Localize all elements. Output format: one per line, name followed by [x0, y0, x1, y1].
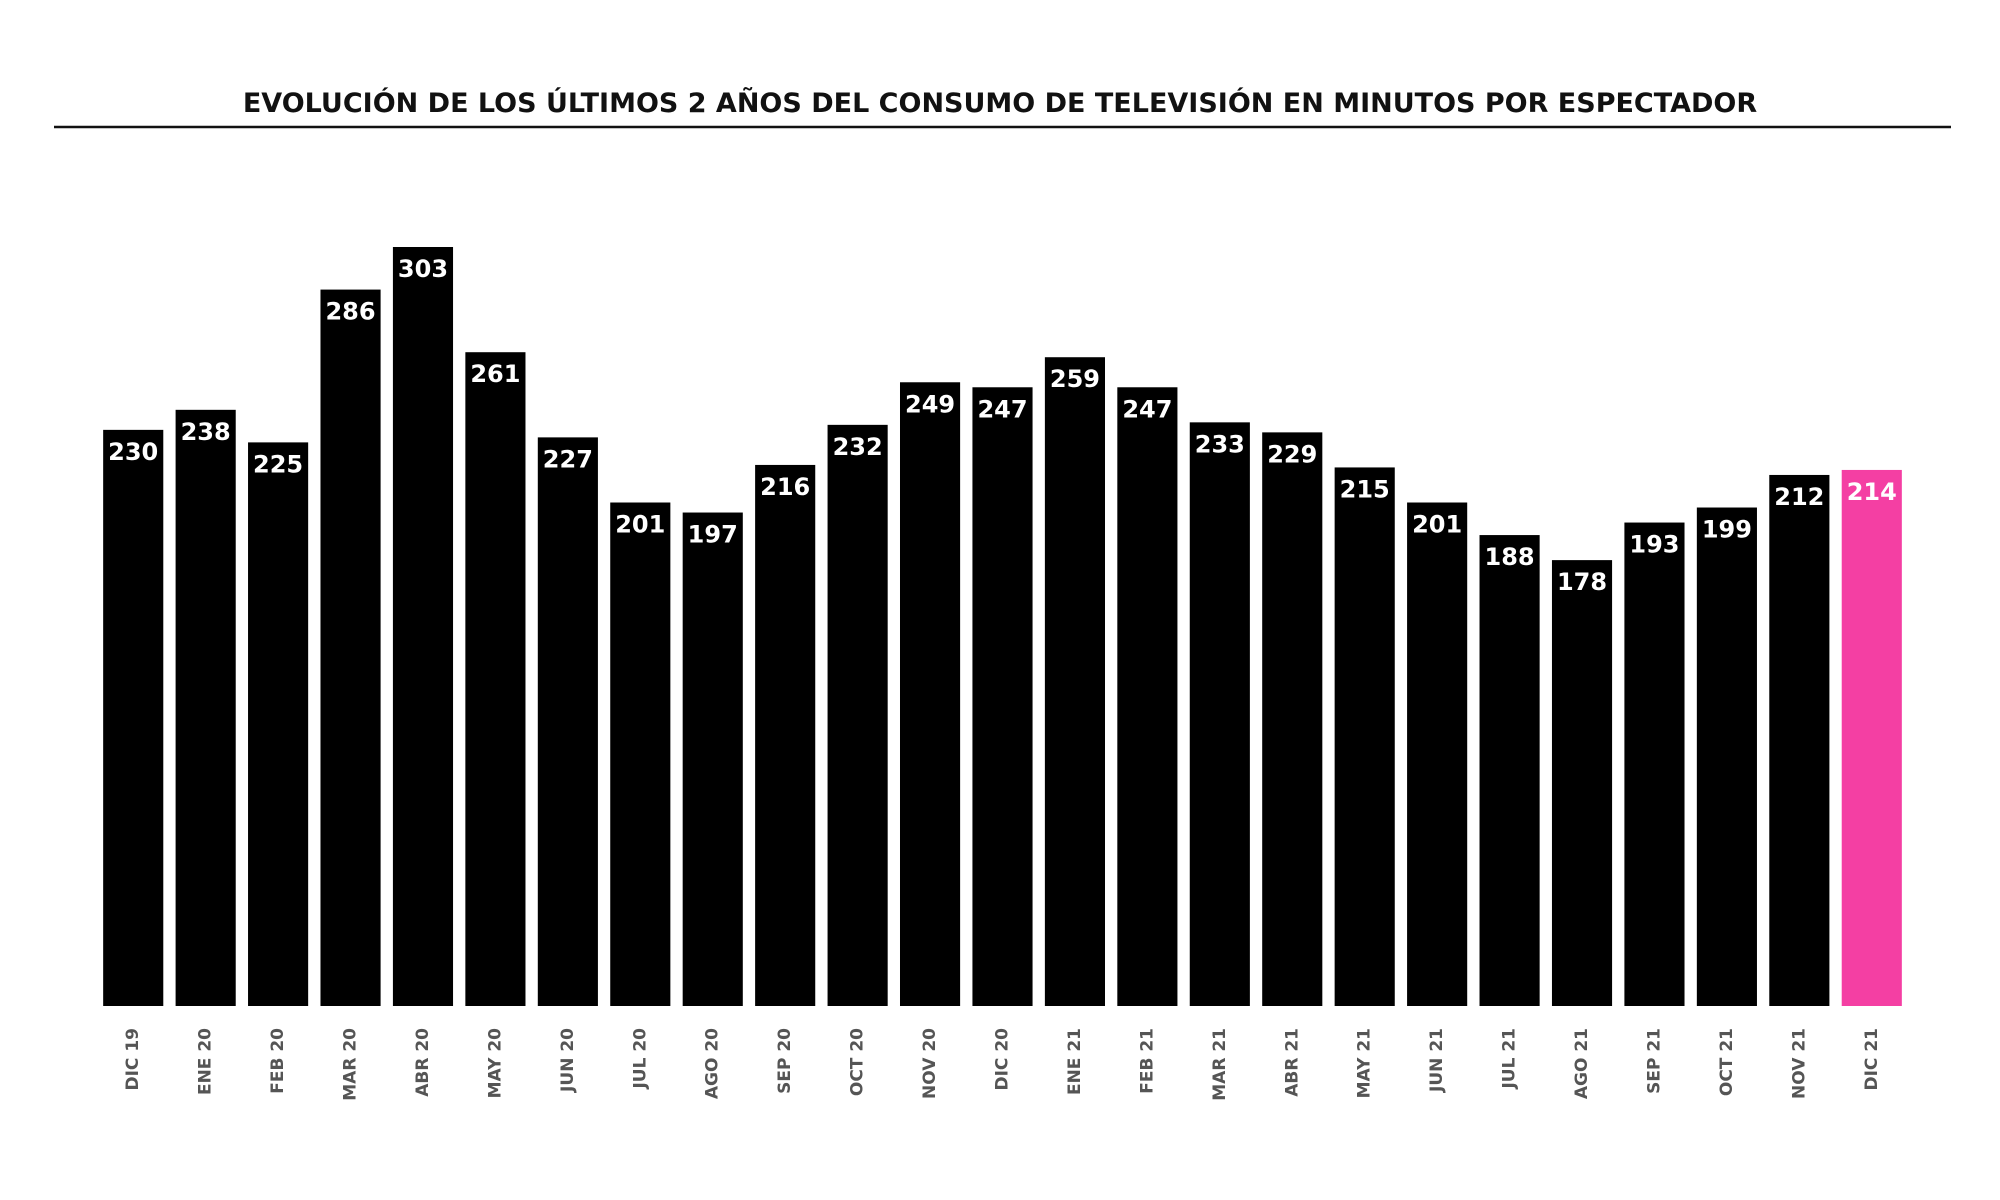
- bar: [1551, 560, 1613, 1006]
- x-tick-label: OCT 20: [848, 1028, 868, 1096]
- bar: [1479, 535, 1540, 1006]
- value-label: 212: [1774, 483, 1824, 511]
- chart-title: EVOLUCIÓN DE LOS ÚLTIMOS 2 AÑOS DEL CONS…: [243, 87, 1757, 119]
- bar: [175, 409, 236, 1006]
- bar: [320, 289, 381, 1006]
- x-tick-label: NOV 21: [1789, 1028, 1809, 1099]
- x-tick-label: JUL 20: [630, 1028, 650, 1090]
- value-label: 193: [1629, 531, 1679, 559]
- bar: [537, 437, 598, 1007]
- x-tick-label: NOV 20: [920, 1028, 940, 1099]
- x-tick-label: SEP 20: [775, 1028, 795, 1094]
- x-tick-label: DIC 20: [993, 1028, 1013, 1091]
- bar: [1262, 432, 1323, 1006]
- x-tick-label: ABR 21: [1282, 1028, 1302, 1097]
- value-label: 188: [1485, 543, 1535, 571]
- value-label: 303: [398, 255, 448, 283]
- x-tick-label: MAY 20: [485, 1028, 505, 1099]
- bar: [465, 352, 526, 1007]
- bar: [827, 424, 888, 1007]
- value-label: 214: [1847, 478, 1897, 506]
- bar: [1334, 467, 1395, 1006]
- value-label: 201: [615, 511, 665, 539]
- value-label: 249: [905, 390, 955, 418]
- x-tick-label: JUN 20: [558, 1028, 578, 1093]
- value-label: 178: [1557, 568, 1607, 596]
- value-label: 229: [1267, 440, 1317, 468]
- x-tick-label: FEB 20: [268, 1028, 288, 1094]
- bar: [682, 512, 743, 1006]
- bar: [1407, 502, 1468, 1006]
- x-tick-label: AGO 20: [703, 1028, 723, 1099]
- value-label: 286: [325, 298, 375, 326]
- x-tick-label: JUL 21: [1500, 1028, 1520, 1090]
- value-label: 215: [1340, 475, 1390, 503]
- value-label: 216: [760, 473, 810, 501]
- value-label: 259: [1050, 365, 1100, 393]
- x-tick-label: MAR 21: [1210, 1028, 1230, 1101]
- value-label: 247: [977, 395, 1027, 423]
- bar: [1624, 522, 1685, 1006]
- x-tick-label: DIC 19: [123, 1028, 143, 1091]
- x-tick-label: ENE 20: [196, 1028, 216, 1095]
- bar: [103, 429, 164, 1006]
- value-label: 227: [543, 445, 593, 473]
- x-tick-label: ABR 20: [413, 1028, 433, 1097]
- x-tick-label: JUN 21: [1427, 1028, 1447, 1093]
- value-label: 247: [1122, 395, 1172, 423]
- value-label: 230: [108, 438, 158, 466]
- bar: [1189, 422, 1250, 1006]
- bar: [1769, 474, 1830, 1006]
- value-label: 201: [1412, 511, 1462, 539]
- x-tick-label: OCT 21: [1717, 1028, 1737, 1096]
- bar: [1117, 387, 1178, 1006]
- bar: [1696, 507, 1757, 1006]
- bar: [1044, 357, 1106, 1006]
- x-tick-label: MAY 21: [1355, 1028, 1375, 1098]
- x-tick-label: ENE 21: [1065, 1028, 1085, 1095]
- x-tick-label: SEP 21: [1644, 1028, 1664, 1094]
- value-label: 225: [253, 450, 303, 478]
- x-tick-label: MAR 20: [341, 1028, 361, 1101]
- bar: [972, 387, 1033, 1006]
- bar: [392, 247, 454, 1006]
- bar: [755, 464, 816, 1007]
- value-label: 197: [688, 521, 738, 549]
- value-label: 261: [470, 360, 520, 388]
- value-label: 238: [181, 418, 231, 446]
- value-label: 233: [1195, 430, 1245, 458]
- bar: [248, 442, 309, 1007]
- bar: [1841, 469, 1902, 1007]
- value-label: 199: [1702, 516, 1752, 544]
- x-tick-label: DIC 21: [1862, 1028, 1882, 1091]
- x-tick-label: FEB 21: [1137, 1028, 1157, 1094]
- bar: [899, 382, 961, 1006]
- value-label: 232: [833, 433, 883, 461]
- bar: [610, 502, 671, 1006]
- x-tick-label: AGO 21: [1572, 1028, 1592, 1099]
